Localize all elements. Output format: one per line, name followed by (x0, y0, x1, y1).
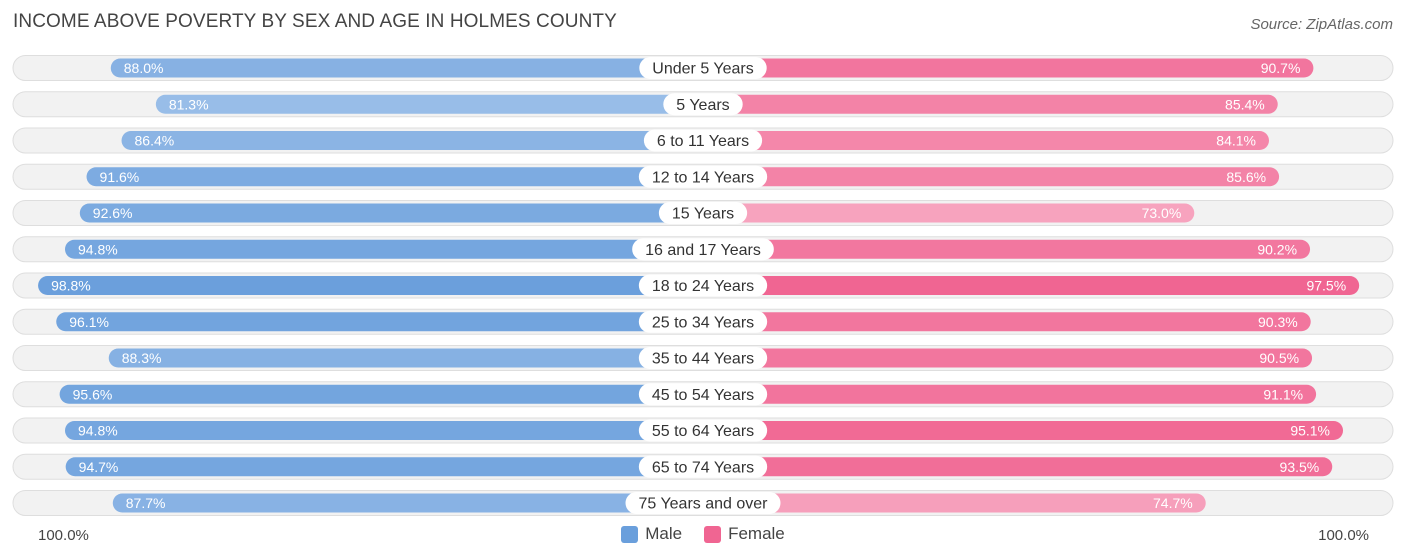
category-label: Under 5 Years (652, 61, 753, 78)
bar-male (56, 312, 703, 332)
bar-male (108, 348, 704, 368)
value-label-female: 90.7% (1261, 60, 1301, 76)
bar-male (64, 239, 704, 259)
axis-right-label: 100.0% (1318, 527, 1369, 544)
value-label-female: 95.1% (1290, 423, 1330, 439)
bar-female (703, 312, 1311, 332)
bar-male (86, 167, 704, 187)
legend-label-female: Female (728, 524, 785, 543)
legend-item-female: Female (704, 524, 785, 544)
value-label-male: 94.8% (78, 423, 118, 439)
value-label-male: 81.3% (169, 96, 209, 112)
value-label-female: 91.1% (1263, 386, 1303, 402)
bar-female (703, 131, 1269, 150)
bar-female (703, 457, 1333, 477)
category-label: 18 to 24 Years (652, 278, 754, 295)
bar-female (703, 384, 1317, 404)
bar-male (64, 421, 704, 440)
value-label-male: 98.8% (51, 278, 91, 294)
category-label: 55 to 64 Years (652, 423, 754, 440)
value-label-female: 97.5% (1306, 278, 1346, 294)
value-label-female: 90.5% (1259, 350, 1299, 366)
category-label: 45 to 54 Years (652, 387, 754, 404)
value-label-female: 90.3% (1258, 314, 1298, 330)
category-pill (638, 274, 768, 297)
legend-item-male: Male (621, 524, 682, 544)
legend-swatch-male (621, 525, 639, 543)
value-label-male: 95.6% (73, 386, 113, 402)
category-label: 12 to 14 Years (652, 169, 754, 186)
bar-male (110, 58, 703, 78)
bar-male (38, 276, 704, 295)
bar-female (703, 421, 1344, 440)
category-pill (663, 93, 743, 116)
bar-male (59, 384, 703, 404)
category-pill (632, 238, 774, 261)
category-label: 15 Years (672, 206, 734, 223)
value-label-male: 96.1% (69, 314, 109, 330)
value-label-male: 87.7% (126, 495, 166, 511)
category-label: 65 to 74 Years (652, 459, 754, 476)
category-label: 5 Years (676, 97, 729, 114)
value-label-female: 93.5% (1280, 459, 1320, 475)
bar-female (703, 348, 1313, 368)
category-label: 35 to 44 Years (652, 351, 754, 368)
bar-female (703, 58, 1314, 78)
value-label-male: 91.6% (100, 169, 140, 185)
value-label-male: 88.0% (124, 60, 164, 76)
bar-female (703, 276, 1360, 295)
legend-swatch-female (704, 525, 722, 543)
category-pill (625, 492, 781, 514)
bar-female (703, 493, 1206, 513)
source-label: Source: ZipAtlas.com (1250, 16, 1393, 33)
category-label: 25 to 34 Years (652, 314, 754, 331)
bar-male (65, 457, 703, 477)
bar-female (703, 94, 1278, 114)
value-label-male: 88.3% (122, 350, 162, 366)
category-pill (638, 419, 768, 442)
category-label: 16 and 17 Years (645, 242, 761, 259)
category-pill (658, 202, 748, 224)
category-pill (643, 129, 763, 152)
value-label-female: 84.1% (1216, 133, 1256, 149)
value-label-female: 73.0% (1142, 205, 1182, 221)
chart-area: 88.0% 90.7% Under 5 Years 81.3% 85.4% 5 Years… (12, 55, 1394, 516)
value-label-female: 85.6% (1226, 169, 1266, 185)
value-label-male: 86.4% (135, 133, 175, 149)
value-label-male: 94.8% (78, 241, 118, 257)
category-pill (638, 383, 768, 406)
category-pill (638, 165, 768, 188)
category-pill (638, 347, 768, 369)
value-label-male: 94.7% (79, 459, 119, 475)
category-label: 6 to 11 Years (657, 133, 749, 150)
legend-label-male: Male (645, 524, 683, 543)
value-label-female: 74.7% (1153, 495, 1193, 511)
legend: Male Female (0, 524, 1406, 544)
value-label-female: 85.4% (1225, 96, 1265, 112)
chart-title: INCOME ABOVE POVERTY BY SEX AND AGE IN H… (13, 11, 617, 32)
category-pill (638, 455, 768, 478)
category-pill (638, 310, 768, 333)
value-label-female: 90.2% (1257, 241, 1297, 257)
bar-female (703, 239, 1311, 259)
bar-female (703, 203, 1195, 223)
bar-male (112, 493, 704, 513)
category-pill (639, 57, 767, 79)
bar-male (79, 203, 703, 223)
bar-female (703, 167, 1280, 187)
axis-left-label: 100.0% (38, 527, 89, 544)
value-label-male: 92.6% (93, 205, 133, 221)
bar-male (121, 131, 703, 150)
category-label: 75 Years and over (639, 496, 769, 513)
bar-male (155, 94, 703, 114)
